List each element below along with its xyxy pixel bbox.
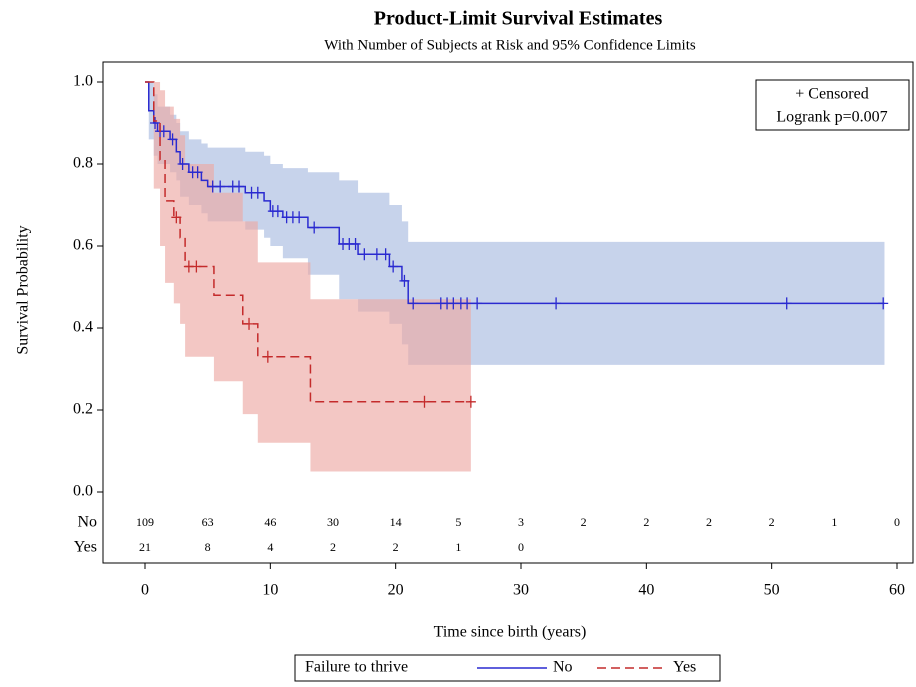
at-risk-count: 2: [330, 540, 336, 554]
censor-mark: [244, 317, 255, 330]
x-tick-label: 10: [262, 582, 278, 599]
inset-box: [755, 79, 910, 131]
at-risk-count: 1: [831, 515, 837, 529]
plot-frame: [102, 61, 914, 564]
censor-mark: [215, 180, 226, 193]
censor-mark: [262, 350, 273, 363]
x-tick-label: 30: [513, 582, 529, 599]
legend-label: No: [553, 659, 573, 676]
legend-title: Failure to thrive: [305, 659, 408, 676]
at-risk-count: 4: [267, 540, 273, 554]
at-risk-count: 109: [136, 515, 154, 529]
censor-mark: [234, 180, 244, 193]
legend-label: Yes: [673, 659, 696, 676]
y-tick-label: 0.2: [73, 401, 93, 418]
x-tick-label: 50: [764, 582, 780, 599]
censor-mark: [167, 133, 178, 146]
censor-mark: [388, 260, 399, 273]
at-risk-count: 2: [393, 540, 399, 554]
at-risk-count: 1: [455, 540, 461, 554]
y-tick-label: 0.4: [73, 319, 93, 336]
censor-mark: [551, 297, 562, 310]
censor-mark: [399, 274, 410, 287]
censor-mark: [294, 211, 305, 224]
y-tick-label: 0.0: [73, 483, 93, 500]
at-risk-count: 2: [769, 515, 775, 529]
censor-mark: [272, 205, 283, 218]
at-risk-count: 0: [518, 540, 524, 554]
censor-mark: [192, 166, 203, 179]
at-risk-count: 8: [205, 540, 211, 554]
censor-mark: [465, 395, 476, 408]
at-risk-count: 2: [643, 515, 649, 529]
censor-mark: [359, 248, 370, 261]
censor-mark: [462, 297, 473, 310]
at-risk-count: 14: [390, 515, 402, 529]
censor-mark: [878, 297, 889, 310]
at-risk-row-label: No: [77, 514, 97, 531]
censor-mark: [309, 221, 320, 234]
censor-mark: [380, 248, 391, 261]
confidence-band: [145, 82, 471, 472]
x-axis-label: Time since birth (years): [434, 624, 587, 641]
x-tick-label: 0: [141, 582, 149, 599]
y-axis-label: Survival Probability: [15, 225, 32, 354]
censor-mark: [150, 117, 161, 129]
at-risk-count: 0: [894, 515, 900, 529]
at-risk-count: 5: [455, 515, 461, 529]
confidence-band: [145, 82, 885, 365]
censor-mark: [171, 211, 182, 224]
at-risk-count: 30: [327, 515, 339, 529]
x-tick-label: 20: [388, 582, 404, 599]
censor-mark: [191, 260, 202, 273]
censor-mark: [472, 297, 483, 310]
at-risk-count: 3: [518, 515, 524, 529]
inset-text: + Censored: [795, 86, 868, 103]
censor-mark: [177, 158, 188, 170]
survival-curve: [145, 81, 471, 403]
censor-mark: [371, 248, 382, 261]
x-tick-label: 40: [638, 582, 654, 599]
y-tick-label: 1.0: [73, 73, 93, 90]
censor-mark: [252, 186, 263, 199]
chart-title: Product-Limit Survival Estimates: [374, 8, 663, 30]
at-risk-count: 2: [706, 515, 712, 529]
inset-text: Logrank p=0.007: [776, 109, 887, 126]
chart-subtitle: With Number of Subjects at Risk and 95% …: [324, 37, 696, 53]
censor-mark: [408, 297, 419, 310]
at-risk-count: 63: [202, 515, 214, 529]
at-risk-count: 2: [581, 515, 587, 529]
at-risk-count: 21: [139, 540, 151, 554]
censor-mark: [350, 237, 361, 250]
at-risk-count: 46: [264, 515, 276, 529]
censor-mark: [781, 297, 792, 310]
at-risk-row-label: Yes: [74, 539, 97, 556]
x-tick-label: 60: [889, 582, 905, 599]
censor-mark: [419, 395, 430, 408]
y-tick-label: 0.6: [73, 237, 93, 254]
y-tick-label: 0.8: [73, 155, 93, 172]
